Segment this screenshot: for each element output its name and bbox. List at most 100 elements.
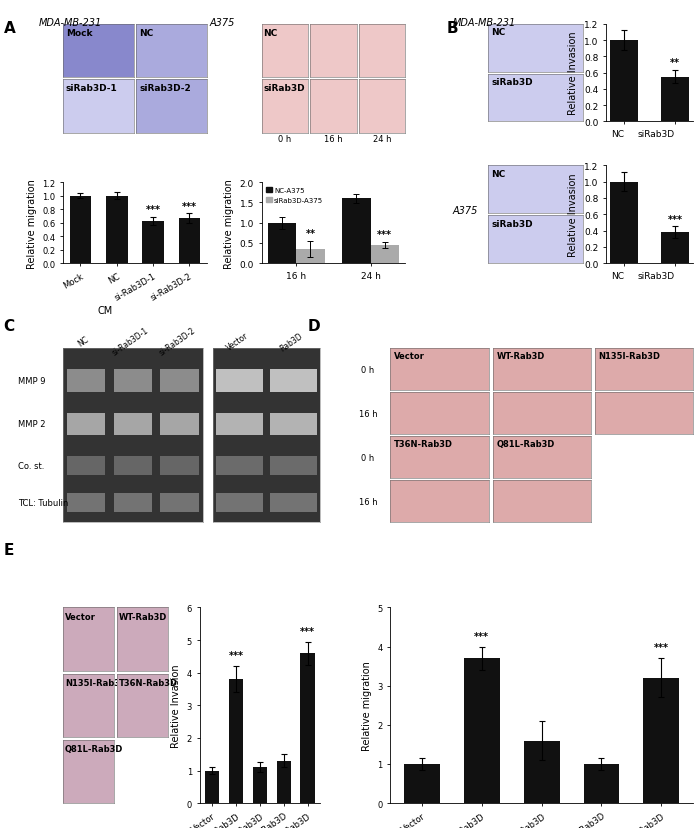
Y-axis label: Relative Invasion: Relative Invasion bbox=[171, 664, 181, 747]
Text: MDA-MB-231: MDA-MB-231 bbox=[38, 18, 102, 28]
Text: MMP 2: MMP 2 bbox=[18, 420, 46, 429]
Bar bbox=[216, 456, 263, 475]
Text: ***: *** bbox=[668, 214, 682, 224]
Bar bbox=[205, 771, 219, 803]
Bar bbox=[270, 413, 317, 436]
Bar bbox=[160, 413, 199, 436]
Text: MDA-MB-231: MDA-MB-231 bbox=[453, 18, 516, 28]
Bar bbox=[67, 369, 106, 392]
Text: siRab3D: siRab3D bbox=[263, 84, 305, 93]
Bar bbox=[370, 246, 399, 264]
Bar bbox=[114, 369, 152, 392]
Text: A375: A375 bbox=[453, 205, 478, 215]
Text: A375: A375 bbox=[210, 18, 235, 28]
Text: NC: NC bbox=[491, 28, 505, 37]
Bar bbox=[160, 456, 199, 475]
Bar bbox=[661, 233, 689, 264]
Text: Rab3D: Rab3D bbox=[278, 330, 304, 353]
Bar bbox=[404, 764, 440, 803]
Bar bbox=[114, 413, 152, 436]
Y-axis label: 0 h: 0 h bbox=[361, 453, 374, 462]
Text: N135I-Rab3D: N135I-Rab3D bbox=[65, 678, 127, 687]
Bar bbox=[270, 369, 317, 392]
Y-axis label: 0 h: 0 h bbox=[361, 365, 374, 374]
Text: ***: *** bbox=[475, 631, 489, 641]
Y-axis label: Relative migration: Relative migration bbox=[224, 179, 234, 268]
Text: Vector: Vector bbox=[225, 331, 250, 353]
Text: **: ** bbox=[305, 229, 316, 239]
Text: si-Rab3D-1: si-Rab3D-1 bbox=[111, 326, 150, 358]
Bar bbox=[178, 219, 200, 264]
Bar bbox=[584, 764, 620, 803]
Bar bbox=[142, 221, 164, 264]
Text: si-Rab3D-2: si-Rab3D-2 bbox=[157, 326, 197, 358]
Text: T36N-Rab3D: T36N-Rab3D bbox=[119, 678, 178, 687]
Bar bbox=[610, 182, 638, 264]
Text: CM: CM bbox=[97, 306, 113, 315]
Y-axis label: 16 h: 16 h bbox=[359, 409, 377, 418]
Text: B: B bbox=[447, 21, 459, 36]
Text: NC: NC bbox=[76, 335, 91, 349]
Bar bbox=[229, 680, 243, 803]
Text: ***: *** bbox=[654, 643, 668, 652]
Text: T36N-Rab3D: T36N-Rab3D bbox=[394, 440, 453, 449]
Bar bbox=[524, 740, 559, 803]
Text: ***: *** bbox=[377, 230, 392, 240]
Bar bbox=[276, 761, 291, 803]
Bar bbox=[253, 768, 267, 803]
Bar bbox=[270, 456, 317, 475]
Bar bbox=[67, 493, 106, 513]
Bar bbox=[216, 369, 263, 392]
Text: siRab3D-2: siRab3D-2 bbox=[139, 84, 191, 93]
Text: ***: *** bbox=[229, 651, 244, 661]
Legend: NC-A375, siRab3D-A375: NC-A375, siRab3D-A375 bbox=[265, 186, 325, 205]
Bar bbox=[216, 413, 263, 436]
Bar bbox=[464, 658, 500, 803]
Text: ***: *** bbox=[182, 201, 197, 211]
Bar bbox=[67, 413, 106, 436]
Bar bbox=[300, 653, 315, 803]
Bar bbox=[160, 369, 199, 392]
Bar bbox=[268, 224, 296, 264]
Y-axis label: 16 h: 16 h bbox=[359, 497, 377, 506]
Text: C: C bbox=[4, 319, 15, 334]
Text: siRab3D-1: siRab3D-1 bbox=[66, 84, 118, 93]
Text: Co. st.: Co. st. bbox=[18, 462, 45, 470]
Text: ***: *** bbox=[300, 626, 315, 636]
Text: TCL: Tubulin: TCL: Tubulin bbox=[18, 498, 69, 507]
Text: MMP 9: MMP 9 bbox=[18, 377, 46, 386]
X-axis label: 24 h: 24 h bbox=[373, 135, 391, 144]
Text: NC: NC bbox=[491, 170, 505, 179]
Text: Q81L-Rab3D: Q81L-Rab3D bbox=[496, 440, 555, 449]
Text: N135I-Rab3D: N135I-Rab3D bbox=[598, 352, 661, 361]
Bar bbox=[270, 493, 317, 513]
Text: D: D bbox=[308, 319, 321, 334]
Text: Vector: Vector bbox=[394, 352, 425, 361]
Bar bbox=[114, 456, 152, 475]
Text: Mock: Mock bbox=[66, 29, 92, 37]
Text: Q81L-Rab3D: Q81L-Rab3D bbox=[65, 744, 123, 753]
Bar bbox=[296, 249, 325, 264]
Text: NC: NC bbox=[139, 29, 153, 37]
Text: WT-Rab3D: WT-Rab3D bbox=[496, 352, 545, 361]
Bar bbox=[661, 78, 689, 123]
Bar bbox=[160, 493, 199, 513]
Text: ***: *** bbox=[146, 205, 160, 215]
Y-axis label: Relative migration: Relative migration bbox=[362, 661, 372, 750]
Text: Vector: Vector bbox=[65, 612, 96, 621]
Bar bbox=[106, 196, 127, 264]
X-axis label: 0 h: 0 h bbox=[279, 135, 291, 144]
Y-axis label: Relative Invasion: Relative Invasion bbox=[568, 173, 578, 257]
Bar bbox=[69, 196, 91, 264]
Bar bbox=[67, 456, 106, 475]
Text: A: A bbox=[4, 21, 15, 36]
Bar bbox=[216, 493, 263, 513]
Text: NC: NC bbox=[263, 29, 278, 37]
Text: siRab3D: siRab3D bbox=[491, 78, 533, 87]
Text: **: ** bbox=[670, 58, 680, 68]
Bar bbox=[114, 493, 152, 513]
Text: E: E bbox=[4, 542, 14, 557]
Y-axis label: Relative migration: Relative migration bbox=[27, 179, 36, 268]
Bar bbox=[643, 678, 679, 803]
Text: siRab3D: siRab3D bbox=[491, 219, 533, 229]
